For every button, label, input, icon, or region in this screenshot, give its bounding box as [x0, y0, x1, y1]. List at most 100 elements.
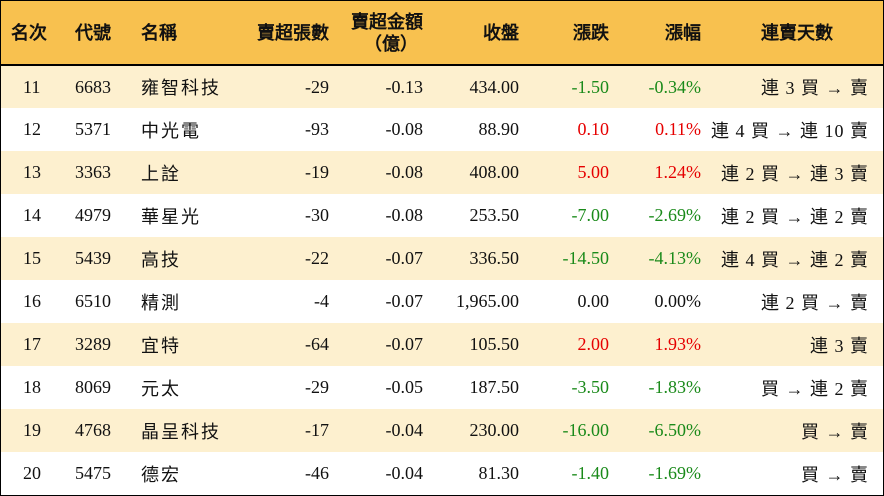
stock-code-cell: 3363 — [75, 162, 111, 182]
table-body: 11 6683 雍智科技 -29 -0.13 434.00 -1.50 -0.34% 連 3 買… — [1, 65, 883, 495]
stock-name-cell: 宜特 — [141, 335, 181, 356]
change-cell: 0.00 — [577, 291, 610, 311]
sell-lots-cell: -93 — [305, 119, 329, 139]
stock-name-cell: 高技 — [141, 249, 181, 270]
rank-cell: 13 — [23, 162, 41, 182]
stock-code-cell: 5475 — [75, 463, 111, 483]
change-pct-cell: -0.34% — [648, 76, 702, 97]
streak-cell: 買 → 連 2 賣 — [761, 378, 869, 399]
rank-cell: 15 — [23, 248, 41, 268]
change-cell: 2.00 — [577, 334, 610, 354]
close-price-cell: 105.50 — [469, 334, 520, 354]
stock-code-cell: 6510 — [75, 291, 111, 311]
change-cell: -16.00 — [562, 420, 610, 440]
close-price-cell: 253.50 — [469, 205, 520, 225]
change-pct-cell: -4.13% — [648, 248, 702, 268]
change-cell: -1.50 — [571, 76, 610, 97]
change-cell: -1.40 — [571, 463, 610, 483]
streak-cell: 連 3 買 → 賣 — [761, 78, 869, 98]
header-sell-amount-line2: （億） — [364, 33, 418, 54]
table-row: 17 3289 宜特 -64 -0.07 105.50 2.00 1.93% 連 3 賣 — [1, 323, 883, 366]
change-pct-cell: 0.11% — [655, 119, 701, 139]
table-row: 14 4979 華星光 -30 -0.08 253.50 -7.00 -2.69% 連 2 買 … — [1, 194, 883, 237]
sell-lots-cell: -29 — [305, 377, 329, 397]
header-close: 收盤 — [433, 1, 529, 66]
rank-cell: 12 — [23, 119, 41, 139]
header-sell-lots: 賣超張數 — [229, 1, 339, 66]
sell-lots-cell: -17 — [305, 420, 329, 440]
streak-cell: 連 2 買 → 賣 — [761, 292, 869, 313]
close-price-cell: 88.90 — [478, 119, 520, 139]
stock-code-cell: 8069 — [75, 377, 111, 397]
change-pct-cell: 1.24% — [654, 162, 702, 182]
sell-amount-cell: -0.04 — [385, 463, 424, 483]
stock-name-cell: 華星光 — [141, 206, 201, 227]
streak-cell: 連 3 賣 — [810, 335, 869, 356]
change-pct-cell: -6.50% — [648, 420, 702, 440]
sell-amount-cell: -0.05 — [385, 377, 424, 397]
sell-lots-cell: -30 — [305, 205, 329, 225]
streak-cell: 連 4 買 → 連 10 賣 — [711, 120, 869, 141]
sell-amount-cell: -0.07 — [385, 248, 424, 268]
table-row: 11 6683 雍智科技 -29 -0.13 434.00 -1.50 -0.34% 連 3 買… — [1, 65, 883, 108]
streak-cell: 連 4 買 → 連 2 賣 — [721, 249, 869, 270]
change-cell: -14.50 — [562, 248, 610, 268]
change-pct-cell: -1.83% — [648, 377, 702, 397]
sell-amount-cell: -0.13 — [385, 76, 424, 97]
stock-name-cell: 上詮 — [141, 163, 181, 184]
change-cell: -7.00 — [571, 205, 610, 225]
rank-cell: 14 — [23, 205, 41, 225]
rank-cell: 18 — [23, 377, 41, 397]
sell-amount-cell: -0.07 — [385, 334, 424, 354]
sell-lots-cell: -22 — [305, 248, 329, 268]
table-row: 12 5371 中光電 -93 -0.08 88.90 0.10 0.11% 連 4 買 → 連… — [1, 108, 883, 151]
streak-cell: 連 2 買 → 連 3 賣 — [721, 163, 869, 184]
stock-name-cell: 雍智科技 — [141, 78, 221, 98]
table-row: 20 5475 德宏 -46 -0.04 81.30 -1.40 -1.69% 買 → 賣 — [1, 452, 883, 495]
change-cell: 0.10 — [577, 119, 610, 139]
close-price-cell: 408.00 — [469, 162, 520, 182]
change-cell: 5.00 — [577, 162, 610, 182]
header-sell-amount-line1: 賣超金額 — [351, 11, 423, 32]
close-price-cell: 230.00 — [469, 420, 520, 440]
stock-name-cell: 元太 — [141, 378, 181, 399]
table-header-row: 名次 代號 名稱 賣超張數 賣超金額 （億） 收盤 漲跌 漲幅 連賣天數 — [1, 1, 883, 66]
stock-name-cell: 德宏 — [141, 464, 181, 485]
stock-code-cell: 4979 — [75, 205, 111, 225]
streak-cell: 連 2 買 → 連 2 賣 — [721, 206, 869, 227]
sell-lots-cell: -29 — [305, 76, 329, 97]
header-name: 名稱 — [129, 1, 229, 66]
stock-name-cell: 中光電 — [141, 120, 201, 141]
rank-cell: 17 — [23, 334, 41, 354]
table-row: 16 6510 精測 -4 -0.07 1,965.00 0.00 0.00% 連 2 買 → … — [1, 280, 883, 323]
change-pct-cell: 1.93% — [654, 334, 702, 354]
change-pct-cell: -2.69% — [648, 205, 702, 225]
table-row: 13 3363 上詮 -19 -0.08 408.00 5.00 1.24% 連 2 買 → 連… — [1, 151, 883, 194]
stock-name-cell: 晶呈科技 — [141, 421, 221, 442]
close-price-cell: 336.50 — [469, 248, 520, 268]
stock-code-cell: 5439 — [75, 248, 111, 268]
table-row: 19 4768 晶呈科技 -17 -0.04 230.00 -16.00 -6.50% 買 → … — [1, 409, 883, 452]
sell-lots-cell: -64 — [305, 334, 329, 354]
stock-code-cell: 4768 — [75, 420, 111, 440]
sell-lots-cell: -19 — [305, 162, 329, 182]
rank-cell: 19 — [23, 420, 41, 440]
stock-code-cell: 6683 — [75, 76, 111, 97]
stock-code-cell: 3289 — [75, 334, 111, 354]
close-price-cell: 1,965.00 — [456, 291, 519, 311]
streak-cell: 買 → 賣 — [801, 421, 869, 442]
close-price-cell: 187.50 — [469, 377, 520, 397]
header-rank: 名次 — [1, 1, 63, 66]
table-row: 18 8069 元太 -29 -0.05 187.50 -3.50 -1.83% 買 → 連 2… — [1, 366, 883, 409]
rank-cell: 20 — [23, 463, 41, 483]
sell-lots-cell: -46 — [305, 463, 329, 483]
change-pct-cell: -1.69% — [648, 463, 702, 483]
header-sell-amount: 賣超金額 （億） — [339, 1, 433, 66]
sell-lots-cell: -4 — [314, 291, 329, 311]
rank-cell: 16 — [23, 291, 41, 311]
stock-code-cell: 5371 — [75, 119, 111, 139]
streak-cell: 買 → 賣 — [801, 464, 869, 485]
change-cell: -3.50 — [571, 377, 610, 397]
